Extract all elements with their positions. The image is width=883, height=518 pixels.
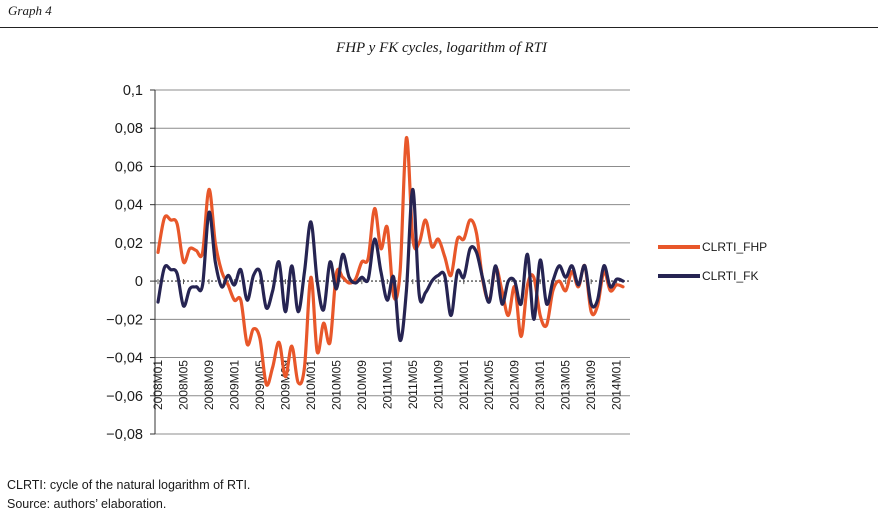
legend-item-clrti-fhp: CLRTI_FHP (658, 240, 767, 254)
legend-layer: CLRTI_FHP CLRTI_FK (658, 240, 767, 283)
x-tick-label: 2012M05 (482, 360, 496, 410)
x-tick-label: 2008M09 (202, 360, 216, 410)
x-tick-label: 2014M01 (610, 360, 624, 410)
x-tick-label: 2010M09 (355, 360, 369, 410)
y-tick-label: 0 (135, 274, 143, 290)
axis-layer: 0,1 0,08 0,06 0,04 0,02 0 −0,02 −0,04 −0,06 −0,08… (106, 83, 630, 443)
y-tick-label: 0,1 (123, 83, 143, 99)
x-tick-label: 2009M09 (278, 360, 292, 410)
series-line-clrti-fk (156, 187, 625, 343)
legend-label: CLRTI_FK (702, 269, 758, 283)
graph-label: Graph 4 (8, 3, 52, 18)
x-tick-label: 2010M01 (304, 360, 318, 410)
x-tick-label: 2013M01 (533, 360, 547, 410)
x-tick-label: 2010M05 (329, 360, 343, 410)
x-tick-label: 2012M01 (457, 360, 471, 410)
legend-label: CLRTI_FHP (702, 240, 767, 254)
top-rule (0, 27, 878, 28)
x-tick-label: 2013M09 (584, 360, 598, 410)
series-layer (156, 136, 625, 387)
y-tick-label: 0,08 (115, 121, 143, 137)
x-tick-label: 2008M05 (176, 360, 190, 410)
y-tick-label: −0,08 (106, 427, 143, 443)
x-tick-label: 2013M05 (559, 360, 573, 410)
x-tick-label: 2008M01 (151, 360, 165, 410)
y-tick-label: −0,06 (106, 389, 143, 405)
legend-item-clrti-fk: CLRTI_FK (658, 269, 758, 283)
y-tick-label: −0,02 (106, 312, 143, 328)
grid-layer (155, 89, 630, 435)
x-tick-label: 2012M09 (508, 360, 522, 410)
footnote-source: Source: authors’ elaboration. (7, 497, 167, 511)
y-tick-label: 0,04 (115, 198, 143, 214)
y-tick-label: 0,02 (115, 236, 143, 252)
x-tick-label: 2009M01 (227, 360, 241, 410)
chart-title: FHP y FK cycles, logarithm of RTI (336, 40, 547, 56)
series-line-clrti-fhp (156, 136, 625, 387)
footnote-definition: CLRTI: cycle of the natural logarithm of… (7, 478, 251, 492)
line-chart: 0,1 0,08 0,06 0,04 0,02 0 −0,02 −0,04 −0,06 −0,08… (106, 83, 767, 443)
y-tick-label: 0,06 (115, 159, 143, 175)
x-tick-label: 2011M09 (431, 360, 445, 409)
y-tick-label: −0,04 (106, 351, 143, 367)
x-tick-label: 2011M05 (406, 360, 420, 409)
x-tick-label: 2011M01 (380, 360, 394, 409)
